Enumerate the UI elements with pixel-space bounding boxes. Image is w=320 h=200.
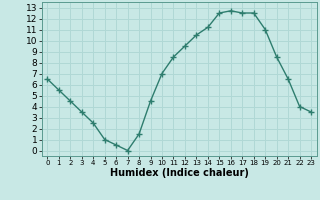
- X-axis label: Humidex (Indice chaleur): Humidex (Indice chaleur): [110, 168, 249, 178]
